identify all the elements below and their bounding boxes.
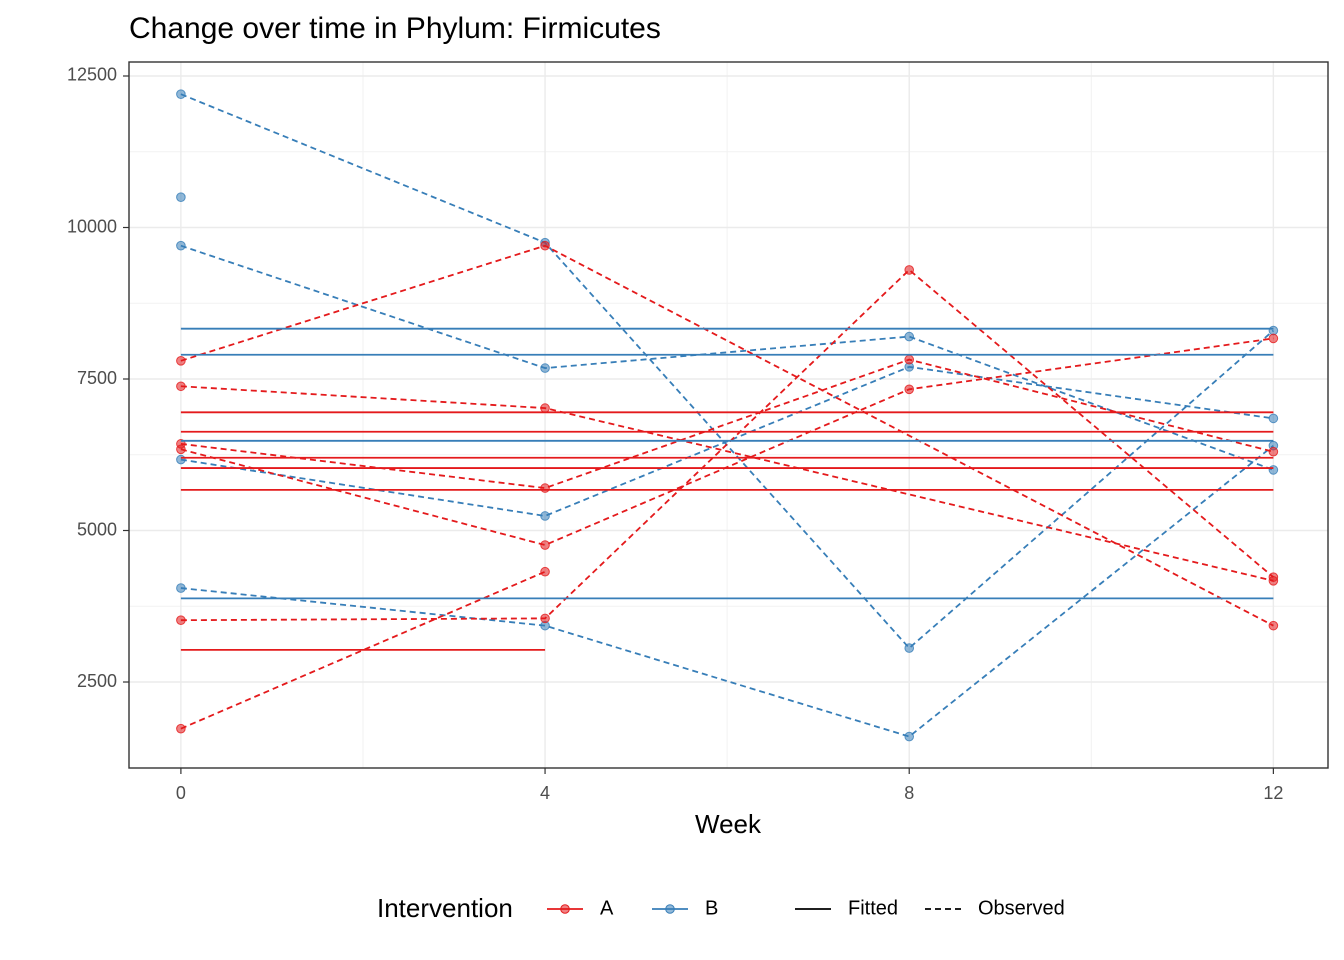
series-line	[180, 358, 1274, 490]
data-point	[176, 381, 186, 392]
data-point	[1268, 413, 1279, 424]
y-tick-label: 10000	[67, 216, 117, 236]
data-point	[1268, 620, 1279, 631]
data-point	[176, 240, 186, 251]
series-line	[180, 337, 1274, 546]
x-tick-label: 0	[176, 783, 186, 803]
data-point	[176, 444, 186, 455]
data-point	[540, 613, 550, 624]
data-point	[904, 384, 915, 395]
legend-label: Fitted	[848, 897, 898, 919]
panel-border	[128, 61, 1329, 769]
y-tick-label: 2500	[77, 671, 117, 691]
data-point	[176, 89, 186, 99]
legend-label: B	[705, 897, 718, 919]
data-point	[904, 331, 915, 342]
data-point	[1268, 465, 1279, 475]
x-tick-label: 4	[540, 783, 550, 803]
data-point	[540, 540, 550, 550]
data-point	[904, 265, 915, 275]
x-axis-label: Week	[695, 809, 762, 839]
y-tick-label: 7500	[77, 368, 117, 388]
data-point	[904, 643, 915, 653]
y-tick-label: 5000	[77, 519, 117, 539]
data-point	[540, 240, 550, 251]
data-point	[1268, 572, 1279, 582]
x-tick-label: 12	[1263, 783, 1283, 803]
data-point	[904, 731, 915, 742]
series-line	[180, 444, 1274, 738]
x-tick-label: 8	[904, 783, 914, 803]
legend-key-point	[665, 904, 675, 914]
y-tick-label: 12500	[67, 65, 117, 85]
data-point	[176, 454, 186, 465]
data-point	[176, 583, 186, 593]
data-point	[540, 483, 550, 493]
legend-label: A	[600, 897, 614, 919]
legend-title: Intervention	[377, 893, 513, 923]
data-point	[176, 192, 186, 203]
legend-label: Observed	[978, 897, 1065, 919]
data-point	[540, 363, 550, 373]
data-point	[1268, 325, 1279, 336]
data-point	[904, 354, 915, 365]
data-point	[540, 403, 550, 413]
data-point	[176, 356, 186, 366]
data-point	[176, 723, 186, 734]
legend-key-point	[560, 904, 570, 914]
chart-title: Change over time in Phylum: Firmicutes	[129, 12, 661, 45]
data-point	[540, 566, 550, 577]
data-point	[176, 615, 186, 625]
data-point	[1268, 333, 1279, 344]
series-line	[180, 244, 1274, 471]
series-line	[180, 268, 1274, 622]
data-point	[1268, 446, 1279, 457]
data-point	[540, 511, 550, 521]
